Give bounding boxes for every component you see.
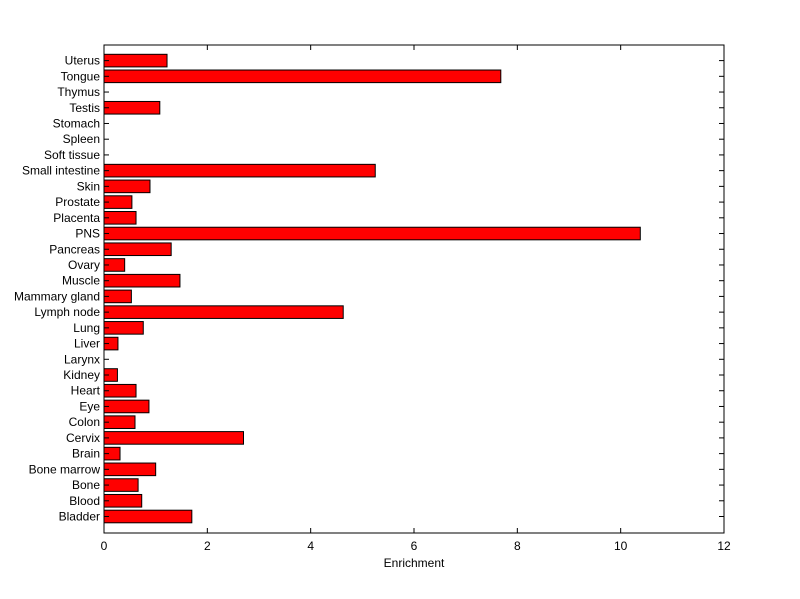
y-tick-label: Thymus: [57, 85, 100, 99]
y-tick-label: Bone marrow: [29, 462, 101, 476]
bars-group: [103, 53, 641, 524]
bar-small-intestine: [103, 163, 376, 178]
y-tick-label: PNS: [75, 227, 100, 241]
y-tick-label: Heart: [71, 384, 101, 398]
y-tick-label: Eye: [79, 399, 100, 413]
y-tick-label: Soft tissue: [44, 148, 100, 162]
y-tick-label: Colon: [69, 415, 100, 429]
bar-bone-marrow: [103, 462, 157, 477]
bar-eye: [103, 399, 150, 414]
y-tick-label: Liver: [74, 337, 100, 351]
bar-bladder: [103, 509, 193, 524]
x-axis-title: Enrichment: [384, 556, 445, 570]
y-tick-label: Testis: [69, 101, 100, 115]
bar-uterus: [103, 53, 168, 68]
y-tick-label: Ovary: [68, 258, 100, 272]
x-tick-label: 8: [514, 539, 521, 553]
y-tick-label: Lymph node: [34, 305, 100, 319]
bar-skin: [103, 179, 151, 194]
x-tick-label: 2: [204, 539, 211, 553]
y-tick-label: Uterus: [65, 54, 100, 68]
ticks-group: [103, 45, 725, 533]
y-tick-label: Small intestine: [22, 164, 100, 178]
y-tick-label: Stomach: [53, 116, 100, 130]
bar-lymph-node: [103, 305, 344, 319]
y-tick-label: Bone: [72, 478, 100, 492]
y-tick-label: Lung: [73, 321, 100, 335]
y-tick-label: Bladder: [59, 510, 100, 524]
x-tick-label: 10: [614, 539, 628, 553]
y-tick-label: Mammary gland: [14, 289, 100, 303]
bar-cervix: [103, 431, 244, 445]
bar-pancreas: [103, 242, 172, 257]
y-tick-label: Spleen: [63, 132, 100, 146]
y-tick-label: Prostate: [55, 195, 100, 209]
y-tick-label: Blood: [69, 494, 100, 508]
y-tick-label: Skin: [77, 179, 100, 193]
y-tick-label: Brain: [72, 447, 100, 461]
bar-bone: [103, 478, 139, 492]
y-tick-label: Muscle: [62, 274, 100, 288]
bar-muscle: [103, 273, 181, 288]
x-tick-label: 6: [411, 539, 418, 553]
y-tick-label: Placenta: [53, 211, 100, 225]
bar-lung: [103, 321, 144, 335]
bar-blood: [103, 493, 143, 508]
x-tick-label: 4: [307, 539, 314, 553]
bar-testis: [103, 100, 161, 115]
plot-frame: [103, 44, 725, 534]
x-tick-label: 0: [101, 539, 108, 553]
bar-pns: [103, 226, 641, 241]
y-tick-label: Tongue: [61, 69, 101, 83]
y-tick-label: Pancreas: [49, 242, 100, 256]
bar-tongue: [103, 69, 502, 84]
y-tick-label: Cervix: [66, 431, 100, 445]
x-tick-label: 12: [717, 539, 731, 553]
y-tick-label: Larynx: [64, 352, 100, 366]
y-tick-label: Kidney: [63, 368, 100, 382]
